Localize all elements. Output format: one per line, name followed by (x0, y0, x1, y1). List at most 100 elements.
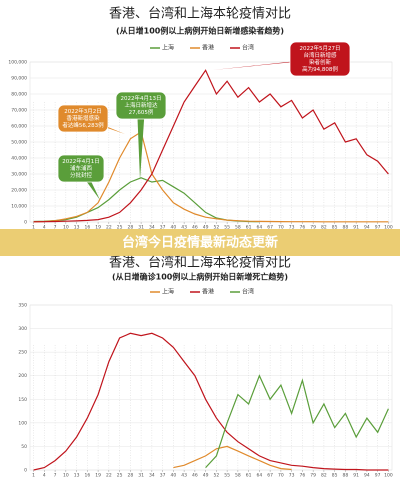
x-tick-label: 85 (332, 473, 338, 479)
y-tick-label: 90,000 (11, 76, 27, 82)
x-tick-label: 70 (278, 473, 284, 479)
x-tick-label: 97 (375, 473, 381, 479)
x-tick-label: 79 (310, 473, 316, 479)
x-tick-label: 76 (300, 225, 306, 231)
x-tick-label: 34 (149, 225, 155, 231)
x-tick-label: 1 (32, 225, 35, 231)
x-tick-label: 43 (181, 473, 187, 479)
y-tick-label: 10,000 (11, 204, 27, 210)
x-tick-label: 7 (54, 225, 57, 231)
x-tick-label: 28 (127, 473, 133, 479)
x-tick-label: 25 (117, 225, 123, 231)
legend-label: 台湾 (242, 44, 254, 52)
x-tick-label: 82 (321, 225, 327, 231)
x-tick-label: 58 (235, 225, 241, 231)
callout-text: 2022年3月2日 (64, 107, 102, 115)
x-tick-label: 49 (203, 225, 209, 231)
callout-text: 者达峰56,283例 (62, 121, 104, 129)
x-tick-label: 1 (32, 473, 35, 479)
callout-text: 香港新增感染 (66, 114, 100, 122)
x-tick-label: 19 (95, 225, 101, 231)
y-tick-label: 40,000 (11, 156, 27, 162)
series-line (33, 332, 389, 471)
x-tick-label: 73 (289, 473, 295, 479)
x-tick-label: 94 (364, 225, 370, 231)
x-tick-label: 88 (343, 473, 349, 479)
x-tick-label: 19 (95, 473, 101, 479)
x-tick-label: 46 (192, 473, 198, 479)
x-tick-label: 97 (375, 225, 381, 231)
legend-label: 香港 (202, 44, 214, 52)
callout-text: 高为94,808例 (302, 65, 338, 73)
x-tick-label: 100 (384, 225, 393, 231)
y-tick-label: 80,000 (11, 92, 27, 98)
series-line (205, 374, 389, 469)
y-tick-label: 300 (18, 326, 27, 332)
callout-box (289, 41, 351, 77)
y-tick-label: 20,000 (11, 188, 27, 194)
y-tick-label: 200 (18, 373, 27, 379)
chart-subtitle: (从日增100例以上病例开始日新增感染者趋势) (116, 26, 284, 36)
x-tick-label: 67 (267, 225, 273, 231)
legend-label: 上海 (162, 288, 174, 296)
x-tick-label: 91 (353, 473, 359, 479)
x-tick-label: 4 (43, 473, 46, 479)
x-tick-label: 13 (74, 225, 80, 231)
y-tick-label: 0 (24, 220, 27, 226)
x-tick-label: 94 (364, 473, 370, 479)
x-tick-label: 55 (224, 473, 230, 479)
banner-text: 台湾今日疫情最新动态更新 (122, 235, 278, 251)
callout-box (115, 91, 167, 120)
x-tick-label: 37 (160, 225, 166, 231)
series-line (33, 130, 389, 223)
x-tick-label: 73 (289, 225, 295, 231)
chart-title: 香港、台湾和上海本轮疫情对比 (109, 255, 291, 271)
callout-text: 2022年4月1日 (62, 157, 100, 165)
y-tick-label: 70,000 (11, 108, 27, 114)
callout-text: 上海日新增达 (124, 101, 158, 109)
callout-text: 2022年4月13日 (121, 94, 162, 102)
y-tick-label: 100 (18, 420, 27, 426)
callout-pointer (137, 105, 145, 180)
callout-text: 浦东浦西 (70, 164, 93, 172)
x-tick-label: 67 (267, 473, 273, 479)
callout-text: 分批封控 (70, 171, 93, 179)
x-tick-label: 31 (138, 225, 144, 231)
series-line (33, 69, 389, 223)
chart: 香港、台湾和上海本轮疫情对比(从日增100例以上病例开始日新增感染者趋势)上海香… (8, 6, 392, 231)
x-tick-label: 43 (181, 225, 187, 231)
x-tick-label: 25 (117, 473, 123, 479)
chart-title: 香港、台湾和上海本轮疫情对比 (109, 6, 291, 22)
x-tick-label: 7 (54, 473, 57, 479)
callout-box (57, 154, 105, 183)
x-tick-label: 52 (214, 473, 220, 479)
x-tick-label: 61 (246, 225, 252, 231)
y-tick-label: 250 (18, 350, 27, 356)
x-tick-label: 40 (170, 473, 176, 479)
y-tick-label: 0 (24, 468, 27, 474)
x-tick-label: 31 (138, 473, 144, 479)
legend-label: 香港 (202, 288, 214, 296)
y-tick-label: 350 (18, 303, 27, 309)
x-tick-label: 88 (343, 225, 349, 231)
callout-text: 染者创新 (309, 58, 332, 66)
x-tick-label: 76 (300, 473, 306, 479)
x-tick-label: 4 (43, 225, 46, 231)
x-tick-label: 100 (384, 473, 393, 479)
legend-label: 台湾 (242, 288, 254, 296)
series-line (173, 445, 292, 471)
x-tick-label: 61 (246, 473, 252, 479)
chart-subtitle: (从日增确诊100例以上病例开始日新增死亡趋势) (112, 272, 288, 282)
y-tick-label: 150 (18, 397, 27, 403)
callout-text: 台湾日新增感 (303, 51, 337, 59)
y-tick-label: 50,000 (11, 140, 27, 146)
y-tick-label: 60,000 (11, 124, 27, 130)
x-tick-label: 10 (63, 473, 69, 479)
x-tick-label: 10 (63, 225, 69, 231)
x-tick-label: 22 (106, 473, 112, 479)
banner-band (0, 229, 400, 256)
x-tick-label: 91 (353, 225, 359, 231)
x-tick-label: 49 (203, 473, 209, 479)
y-tick-label: 100,000 (8, 60, 27, 66)
